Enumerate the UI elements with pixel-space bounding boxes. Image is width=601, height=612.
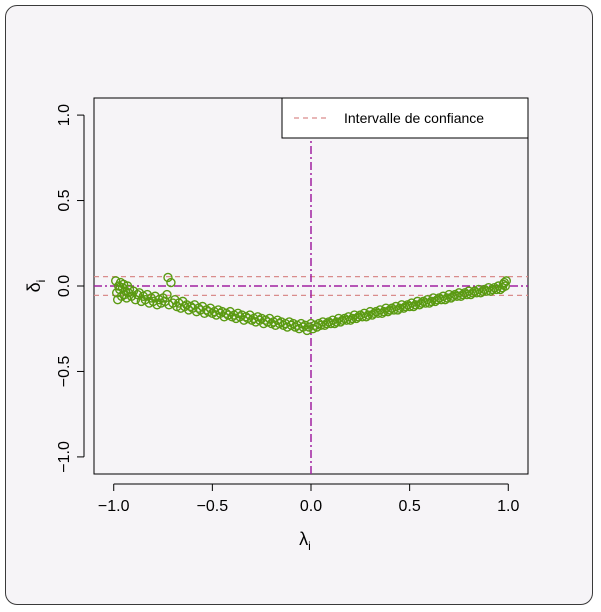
data-point [121,293,132,303]
y-tick-label: 0.5 [56,189,73,211]
x-axis-label: λi [299,529,311,553]
x-tick-label: −1.0 [98,498,130,515]
data-point [166,277,176,288]
data-point [163,272,173,283]
data-point [130,294,141,305]
data-point [110,276,121,286]
data-point [500,281,511,291]
x-tick-label: −0.5 [197,498,229,515]
y-tick-label: 0.0 [56,275,73,297]
x-tick-label: 0.0 [300,498,322,515]
y-tick-label: 1.0 [56,104,73,126]
x-axis-ticks: −1.0 −0.5 0.0 0.5 1.0 [98,484,519,515]
y-tick-label: −1.0 [56,441,73,473]
y-axis-label-main: δ [24,282,44,292]
x-tick-label: 1.0 [497,498,519,515]
legend: Intervalle de confiance [281,97,529,139]
y-axis-ticks: −1.0 −0.5 0.0 0.5 1.0 [56,104,84,473]
x-tick-label: 0.5 [399,498,421,515]
data-point [162,289,172,300]
x-axis-label-main: λ [299,529,308,549]
data-point [132,289,143,300]
data-point [501,276,511,286]
y-axis-label-sub: i [34,280,48,283]
legend-label: Intervalle de confiance [344,110,484,126]
data-points [110,272,511,336]
y-axis-label: δi [24,280,48,293]
y-tick-label: −0.5 [56,356,73,388]
x-axis-label-sub: i [308,539,311,553]
reference-lines [94,98,528,474]
